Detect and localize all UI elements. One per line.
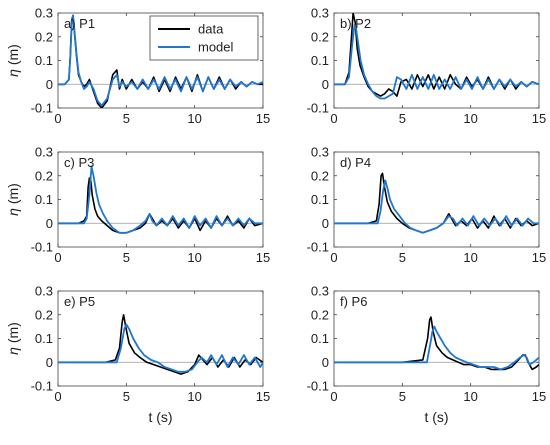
y-axis-label: η (m) xyxy=(5,44,21,77)
y-tick-label: 0.2 xyxy=(35,168,53,183)
x-tick-label: 5 xyxy=(123,250,130,265)
y-tick-label: 0.3 xyxy=(311,145,329,160)
panel-label: c) P3 xyxy=(64,155,94,170)
y-tick-label: 0 xyxy=(46,355,53,370)
x-tick-label: 0 xyxy=(54,389,61,404)
series-line-model xyxy=(58,323,263,373)
y-tick-label: -0.1 xyxy=(31,379,53,394)
y-tick-label: 0.3 xyxy=(35,284,53,299)
x-tick-label: 10 xyxy=(463,389,477,404)
x-tick-label: 10 xyxy=(187,250,201,265)
x-tick-label: 10 xyxy=(187,389,201,404)
panel-label: b) P2 xyxy=(340,16,371,31)
y-tick-label: -0.1 xyxy=(307,379,329,394)
panel-6: 0 5 10 15-0.100.10.20.3f) P6t (s) xyxy=(307,284,547,426)
y-tick-label: 0.1 xyxy=(311,192,329,207)
series-line-model xyxy=(334,325,539,371)
x-tick-label: 5 xyxy=(123,389,130,404)
panel-label: e) P5 xyxy=(64,294,95,309)
series-line-data xyxy=(58,314,263,375)
legend: data model xyxy=(149,15,259,61)
y-axis-label: η (m) xyxy=(5,322,21,355)
y-tick-label: 0.3 xyxy=(311,6,329,21)
panel-label: d) P4 xyxy=(340,155,371,170)
x-tick-label: 0 xyxy=(330,389,337,404)
plot-frame xyxy=(333,151,540,248)
x-tick-label: 10 xyxy=(187,111,201,126)
y-tick-label: 0.3 xyxy=(35,145,53,160)
y-tick-label: 0.2 xyxy=(311,168,329,183)
y-tick-label: 0.1 xyxy=(311,53,329,68)
x-tick-label: 5 xyxy=(399,111,406,126)
x-tick-label: 0 xyxy=(330,111,337,126)
y-tick-label: -0.1 xyxy=(307,240,329,255)
y-tick-label: 0.1 xyxy=(311,331,329,346)
y-tick-label: 0.2 xyxy=(311,29,329,44)
x-tick-label: 10 xyxy=(463,111,477,126)
x-tick-label: 15 xyxy=(256,389,270,404)
x-tick-label: 5 xyxy=(123,111,130,126)
x-tick-label: 15 xyxy=(256,111,270,126)
panel-label: f) P6 xyxy=(340,294,367,309)
x-tick-label: 15 xyxy=(532,250,546,265)
x-tick-label: 0 xyxy=(330,250,337,265)
x-tick-label: 10 xyxy=(463,250,477,265)
panel-label: a) P1 xyxy=(64,16,95,31)
y-tick-label: 0.3 xyxy=(311,284,329,299)
x-tick-label: 15 xyxy=(532,389,546,404)
series-line-model xyxy=(334,179,539,234)
x-tick-label: 15 xyxy=(532,111,546,126)
panel-2: 0 5 10 15-0.100.10.20.3b) P2 xyxy=(307,6,547,127)
series-line-model xyxy=(58,14,263,107)
x-tick-label: 0 xyxy=(54,111,61,126)
y-tick-label: 0.1 xyxy=(35,192,53,207)
x-tick-label: 5 xyxy=(399,389,406,404)
legend-box xyxy=(149,15,259,61)
panel-3: 0 5 10 15-0.100.10.20.3c) P3η (m) xyxy=(5,145,270,266)
y-tick-label: -0.1 xyxy=(31,101,53,116)
y-tick-label: 0.2 xyxy=(35,29,53,44)
x-axis-label: t (s) xyxy=(424,409,448,425)
panel-5: 0 5 10 15-0.100.10.20.3e) P5η (m)t (s) xyxy=(5,284,270,426)
x-axis-label: t (s) xyxy=(148,409,172,425)
series-line-model xyxy=(334,24,539,100)
legend-label-model: model xyxy=(198,40,234,55)
y-tick-label: 0.2 xyxy=(311,307,329,322)
y-tick-label: 0.1 xyxy=(35,331,53,346)
y-axis-label: η (m) xyxy=(5,183,21,216)
panel-4: 0 5 10 15-0.100.10.20.3d) P4 xyxy=(307,145,547,266)
y-tick-label: 0 xyxy=(322,77,329,92)
plot-frame xyxy=(333,12,540,109)
x-tick-label: 5 xyxy=(399,250,406,265)
y-tick-label: 0 xyxy=(46,77,53,92)
y-tick-label: 0.2 xyxy=(35,307,53,322)
y-tick-label: -0.1 xyxy=(31,240,53,255)
plot-frame xyxy=(57,290,264,387)
y-tick-label: 0 xyxy=(322,216,329,231)
y-tick-label: 0 xyxy=(322,355,329,370)
series-line-model xyxy=(58,165,263,234)
y-tick-label: 0.3 xyxy=(35,6,53,21)
x-tick-label: 0 xyxy=(54,250,61,265)
y-tick-label: -0.1 xyxy=(307,101,329,116)
legend-label-data: data xyxy=(198,22,224,37)
x-tick-label: 15 xyxy=(256,250,270,265)
y-tick-label: 0 xyxy=(46,216,53,231)
y-tick-label: 0.1 xyxy=(35,53,53,68)
